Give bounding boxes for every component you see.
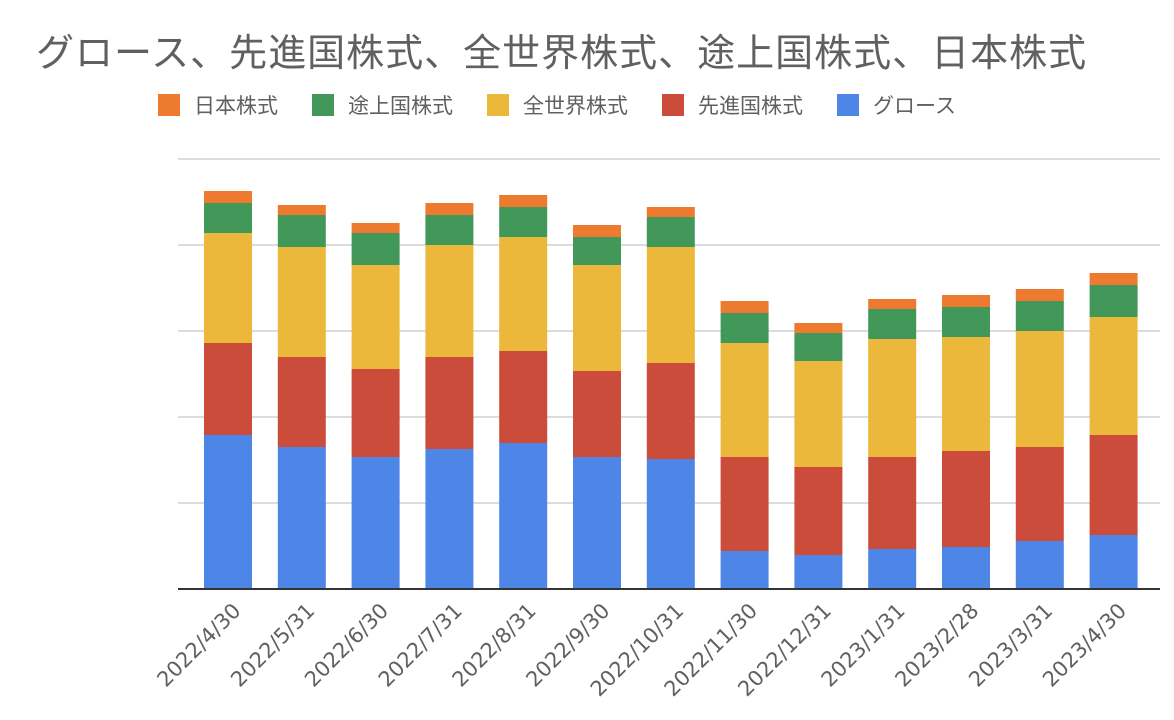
legend-item[interactable]: グロース	[837, 90, 956, 120]
bar-segment[interactable]	[425, 215, 474, 245]
bar-segment[interactable]	[1089, 435, 1138, 535]
bar-segment[interactable]	[646, 247, 695, 363]
bar-segment[interactable]	[1089, 317, 1138, 435]
legend-swatch	[837, 94, 859, 116]
bar-segment[interactable]	[425, 203, 474, 215]
bar-segment[interactable]	[720, 457, 769, 551]
bar-segment[interactable]	[942, 337, 990, 451]
bar-segment[interactable]	[720, 301, 769, 313]
bar-segment[interactable]	[794, 323, 843, 333]
bar-segment[interactable]	[351, 369, 400, 457]
bar-segment[interactable]	[204, 191, 252, 203]
bar-segment[interactable]	[1015, 447, 1064, 541]
bar-segment[interactable]	[499, 237, 548, 351]
bar-segment[interactable]	[942, 295, 990, 307]
bar-segment[interactable]	[204, 203, 252, 233]
bar-segment[interactable]	[425, 449, 474, 589]
bar-segment[interactable]	[277, 215, 326, 247]
bar-segment[interactable]	[573, 457, 621, 589]
bar-segment[interactable]	[794, 361, 843, 467]
bar-segment[interactable]	[646, 217, 695, 247]
bar-segment[interactable]	[204, 343, 252, 435]
bar-segment[interactable]	[425, 357, 474, 449]
bar-segment[interactable]	[573, 265, 621, 371]
bar-segment[interactable]	[1089, 273, 1138, 285]
bar-segment[interactable]	[868, 299, 917, 309]
bar-segment[interactable]	[1089, 535, 1138, 589]
bar-segment[interactable]	[942, 307, 990, 337]
bar-segment[interactable]	[1015, 331, 1064, 447]
legend-swatch	[158, 94, 180, 116]
bar-segment[interactable]	[499, 207, 548, 237]
bar-segment[interactable]	[794, 333, 843, 361]
legend-label: グロース	[873, 94, 956, 118]
bar-segment[interactable]	[573, 371, 621, 457]
bar-segment[interactable]	[794, 555, 843, 589]
bar-segment[interactable]	[942, 547, 990, 589]
bar-segment[interactable]	[1015, 301, 1064, 331]
legend-label: 先進国株式	[698, 94, 803, 118]
bar-segment[interactable]	[1015, 541, 1064, 589]
bar-segment[interactable]	[499, 351, 548, 443]
bar-segment[interactable]	[868, 309, 917, 339]
bar-segment[interactable]	[573, 237, 621, 265]
bar-segment[interactable]	[351, 223, 400, 233]
legend-label: 日本株式	[194, 94, 278, 118]
bar-segment[interactable]	[1015, 289, 1064, 301]
bar-segment[interactable]	[425, 245, 474, 357]
bar-segment[interactable]	[204, 233, 252, 343]
bar-segment[interactable]	[942, 451, 990, 547]
legend-swatch	[312, 94, 334, 116]
bar-segment[interactable]	[646, 363, 695, 459]
legend-swatch	[487, 94, 509, 116]
legend-label: 途上国株式	[348, 94, 453, 118]
bar-segment[interactable]	[499, 443, 548, 589]
bar-segment[interactable]	[720, 343, 769, 457]
bar-segment[interactable]	[646, 459, 695, 589]
bar-segment[interactable]	[499, 195, 548, 207]
legend-label: 全世界株式	[523, 94, 628, 118]
bar-segment[interactable]	[573, 225, 621, 237]
bar-segment[interactable]	[277, 247, 326, 357]
bar-segment[interactable]	[720, 551, 769, 589]
bar-segment[interactable]	[794, 467, 843, 555]
bar-segment[interactable]	[351, 457, 400, 589]
bar-segment[interactable]	[868, 549, 917, 589]
chart-title: グロース、先進国株式、全世界株式、途上国株式、日本株式	[36, 31, 1088, 75]
bar-segment[interactable]	[277, 447, 326, 589]
bar-segment[interactable]	[868, 339, 917, 457]
bar-segment[interactable]	[646, 207, 695, 217]
bar-segment[interactable]	[720, 313, 769, 343]
bar-segment[interactable]	[351, 233, 400, 265]
legend: 日本株式 途上国株式 全世界株式 先進国株式 グロース	[158, 90, 990, 120]
legend-item[interactable]: 全世界株式	[487, 90, 628, 120]
bar-segment[interactable]	[351, 265, 400, 369]
legend-item[interactable]: 先進国株式	[662, 90, 803, 120]
bar-segment[interactable]	[204, 435, 252, 589]
bar-segment[interactable]	[277, 357, 326, 447]
legend-item[interactable]: 途上国株式	[312, 90, 453, 120]
legend-item[interactable]: 日本株式	[158, 90, 278, 120]
bar-segment[interactable]	[277, 205, 326, 215]
bar-segment[interactable]	[868, 457, 917, 549]
bar-segment[interactable]	[1089, 285, 1138, 317]
legend-swatch	[662, 94, 684, 116]
